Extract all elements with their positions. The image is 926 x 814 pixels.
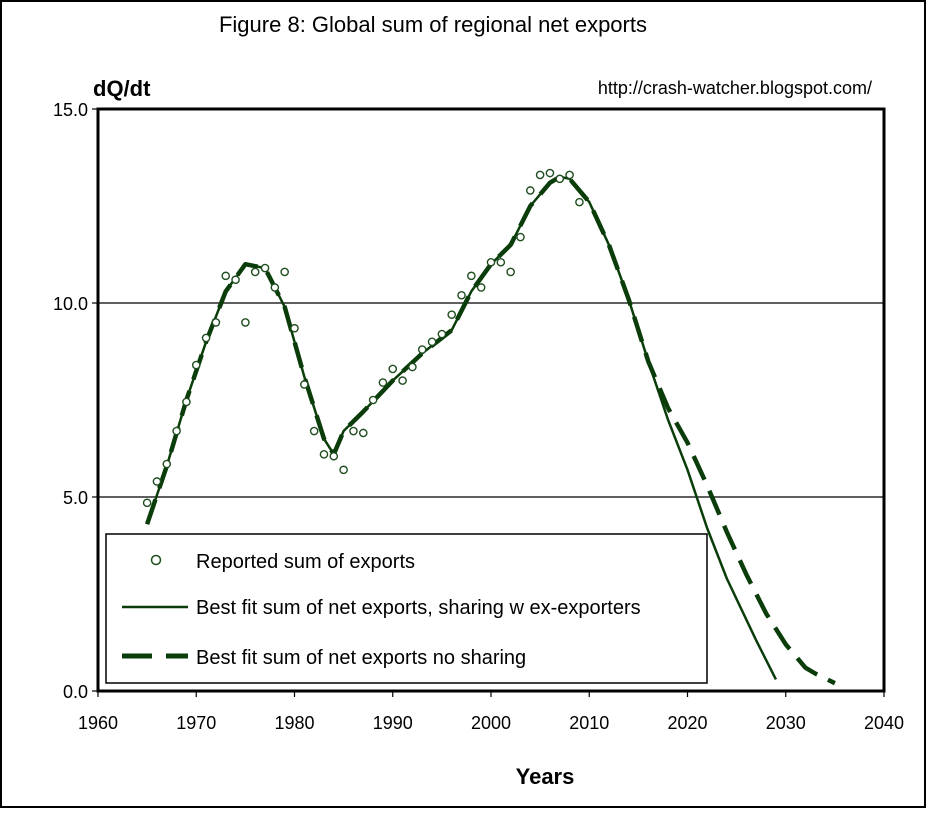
reported-data-point	[260, 263, 270, 273]
series-line-sharing	[145, 175, 778, 680]
y-tick-label: 15.0	[53, 100, 88, 120]
x-ticks: 1960 1970 1980 1990 2000 2010 2020 2030 2040	[78, 691, 904, 733]
reported-data-point	[417, 345, 427, 354]
reported-data-point	[388, 364, 398, 374]
y-tick-label: 0.0	[63, 682, 88, 702]
reported-data-point	[182, 397, 191, 407]
x-tick-label: 1960	[78, 713, 118, 733]
legend-marker-reported	[150, 554, 162, 566]
reported-data-point	[191, 360, 201, 370]
reported-data-point	[142, 498, 152, 508]
y-ticks: 0.0 5.0 10.0 15.0	[53, 100, 98, 702]
reported-data-point	[319, 450, 329, 459]
reported-data-point	[339, 465, 348, 475]
x-tick-label: 2000	[471, 713, 511, 733]
chart-title: Figure 8: Global sum of regional net exp…	[219, 12, 647, 37]
reported-data-point	[526, 186, 535, 195]
reported-data-point	[349, 426, 358, 436]
reported-data-point	[162, 459, 172, 469]
x-tick-label: 1980	[274, 713, 314, 733]
x-axis-label: Years	[516, 764, 575, 789]
reported-data-point	[575, 197, 584, 207]
reported-data-point	[545, 168, 555, 178]
reported-data-point	[555, 174, 565, 184]
reported-data-point	[211, 318, 221, 327]
x-tick-label: 2020	[667, 713, 707, 733]
y-tick-label: 10.0	[53, 294, 88, 314]
legend-label-sharing: Best fit sum of net exports, sharing w e…	[196, 597, 641, 619]
reported-data-point	[270, 283, 280, 292]
x-tick-label: 2010	[569, 713, 609, 733]
y-tick-label: 5.0	[63, 488, 88, 508]
reported-data-point	[152, 477, 162, 486]
reported-data-point	[201, 333, 211, 343]
reported-data-point	[329, 451, 339, 461]
reported-data-point	[506, 267, 515, 277]
x-tick-label: 2030	[766, 713, 806, 733]
reported-data-point	[437, 329, 447, 339]
reported-data-point	[368, 395, 378, 405]
gridlines	[98, 302, 884, 498]
reported-data-point	[309, 426, 319, 436]
reported-data-point	[221, 271, 231, 281]
reported-data-point	[300, 380, 309, 389]
source-url: http://crash-watcher.blogspot.com/	[598, 78, 872, 98]
reported-data-point	[280, 267, 289, 277]
legend-box	[105, 533, 708, 684]
reported-data-point	[241, 318, 250, 327]
series-layer	[142, 168, 836, 686]
reported-data-point	[565, 170, 574, 180]
reported-data-point	[496, 257, 506, 267]
reported-data-point	[231, 275, 240, 285]
reported-data-point	[250, 267, 260, 277]
reported-data-point	[535, 170, 545, 180]
reported-data-point	[476, 283, 486, 292]
legend-label-no-sharing: Best fit sum of net exports no sharing	[196, 647, 526, 669]
legend: Reported sum of exports Best fit sum of …	[105, 533, 708, 684]
reported-data-point	[398, 376, 407, 385]
reported-data-point	[427, 337, 437, 347]
reported-data-point	[290, 323, 299, 333]
reported-data-point	[408, 362, 417, 372]
reported-data-point	[358, 428, 368, 438]
reported-data-point	[457, 290, 466, 300]
reported-data-point	[447, 310, 457, 319]
reported-data-point	[467, 271, 476, 281]
x-tick-label: 2040	[864, 713, 904, 733]
x-tick-label: 1990	[373, 713, 413, 733]
x-tick-label: 1970	[176, 713, 216, 733]
reported-data-point	[378, 378, 388, 387]
y-axis-label: dQ/dt	[93, 76, 151, 101]
reported-data-point	[486, 257, 496, 267]
legend-label-reported: Reported sum of exports	[196, 551, 415, 573]
reported-data-point	[172, 426, 181, 436]
reported-data-point	[516, 232, 525, 242]
